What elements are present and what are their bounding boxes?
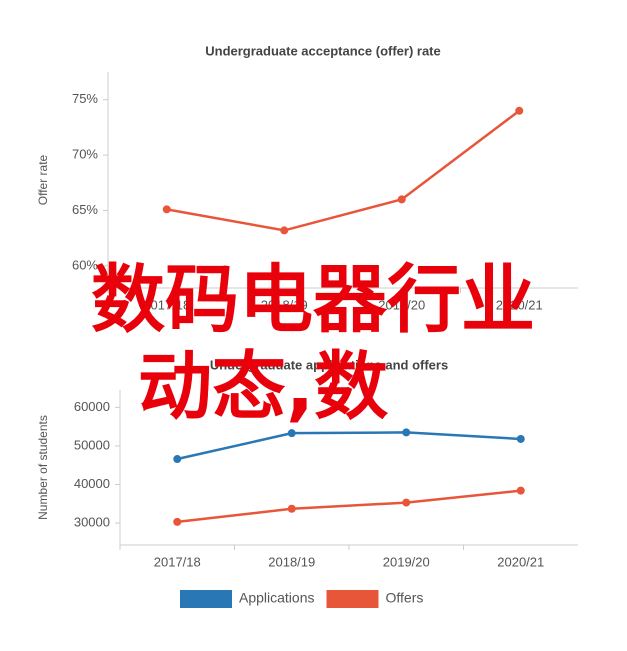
overlay-text: 数码电器行业 (91, 257, 535, 343)
legend-swatch (180, 590, 232, 608)
x-tick-label: 2020/21 (497, 554, 544, 569)
x-tick-label: 2019/20 (383, 554, 430, 569)
y-tick-label: 40000 (74, 476, 110, 491)
x-tick-label: 2018/19 (261, 297, 308, 312)
x-tick-label: 2019/20 (378, 297, 425, 312)
y-tick-label: 75% (72, 91, 98, 106)
data-point (516, 434, 525, 443)
y-tick-label: 30000 (74, 514, 110, 529)
x-tick-label: 2018/19 (268, 554, 315, 569)
data-point (162, 205, 171, 214)
series-line (177, 489, 521, 524)
data-point (173, 455, 182, 464)
data-point (515, 106, 524, 115)
y-axis-label: Offer rate (36, 154, 50, 205)
data-point (173, 517, 182, 526)
chart-title: Undergraduate applications and offers (210, 357, 448, 372)
data-point (287, 504, 296, 513)
legend-swatch (326, 590, 379, 608)
series-line (176, 431, 521, 461)
overlay-text: 动态,数 (138, 344, 388, 430)
y-tick-label: 60000 (74, 399, 110, 414)
data-point (516, 486, 525, 495)
data-point (402, 428, 411, 437)
y-tick-label: 60% (72, 257, 98, 272)
legend-label: Offers (386, 590, 424, 606)
y-tick-label: 70% (72, 147, 98, 162)
data-point (280, 226, 289, 235)
series-line (166, 109, 521, 232)
data-point (397, 195, 406, 204)
x-tick-label: 2020/21 (496, 297, 543, 312)
data-point (402, 498, 411, 507)
y-tick-label: 65% (72, 202, 98, 217)
y-axis-label: Number of students (36, 415, 50, 520)
chart-title: Undergraduate acceptance (offer) rate (205, 43, 441, 58)
y-tick-label: 50000 (74, 437, 110, 452)
x-tick-label: 2017/18 (154, 554, 201, 569)
x-tick-label: 2017/18 (143, 297, 190, 312)
legend-label: Applications (239, 590, 315, 606)
data-point (287, 429, 296, 438)
